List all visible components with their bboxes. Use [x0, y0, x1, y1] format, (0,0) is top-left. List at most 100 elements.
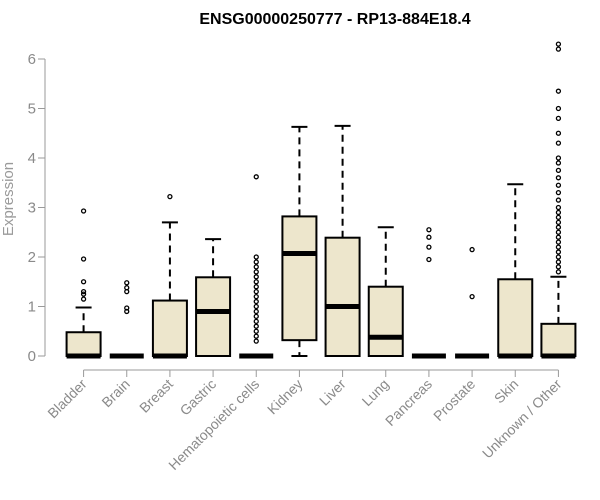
box-5 [239, 174, 274, 359]
outlier-point [555, 105, 562, 112]
outlier-point [555, 140, 562, 146]
x-tick-label: Bladder [44, 376, 90, 422]
outlier-point [253, 308, 259, 315]
outlier-point [80, 208, 87, 214]
outlier-point [253, 264, 259, 270]
outlier-point [426, 244, 432, 250]
box-8 [367, 226, 404, 358]
outlier-point [253, 338, 259, 344]
outlier-point [253, 254, 259, 260]
outlier-point [253, 259, 259, 265]
x-tick-label: Unknown / Other [479, 376, 565, 462]
outlier-point [124, 285, 130, 291]
outlier-point [426, 256, 432, 263]
boxes-group [65, 41, 577, 359]
outlier-point [555, 254, 562, 260]
y-tick-label: 1 [28, 299, 36, 316]
x-tick-label: Liver [316, 376, 349, 409]
outlier-point [555, 155, 562, 161]
outlier-point [555, 269, 562, 275]
outlier-point [253, 318, 259, 325]
outlier-point [555, 167, 562, 174]
y-tick-label: 5 [28, 101, 36, 118]
box-body [497, 278, 534, 357]
outlier-point [253, 303, 259, 310]
box-6 [281, 125, 318, 357]
x-tick-label: Kidney [264, 376, 306, 418]
outlier-point [253, 323, 259, 329]
outlier-point [253, 328, 259, 334]
axes: 0 1 2 3 4 5 6 [28, 51, 559, 377]
outlier-point [80, 288, 87, 295]
outlier-point [555, 88, 562, 94]
box-body [324, 236, 361, 358]
outlier-point [555, 214, 562, 221]
outlier-point [80, 291, 87, 297]
outlier-point [555, 259, 562, 265]
x-tick-label: Prostate [430, 376, 478, 424]
box-4 [195, 238, 232, 358]
outlier-point [426, 227, 432, 233]
y-tick-label: 0 [28, 348, 36, 365]
outlier-point [555, 182, 562, 188]
box-body [281, 215, 318, 342]
y-tick-label: 2 [28, 249, 36, 266]
outlier-point [555, 249, 562, 255]
outlier-point [555, 209, 562, 216]
outlier-point [167, 193, 173, 200]
outlier-point [555, 189, 562, 196]
box-9 [411, 227, 446, 359]
box-body [367, 285, 404, 358]
outlier-point [253, 288, 259, 295]
y-axis-label: Expression [0, 162, 17, 236]
outlier-point [555, 160, 562, 166]
y-tick-label: 3 [28, 200, 36, 217]
box-7 [324, 124, 361, 358]
x-tick-label: Pancreas [382, 376, 435, 429]
box-body [195, 276, 232, 358]
box-body [65, 331, 102, 357]
x-tick-label: Brain [98, 376, 132, 410]
outlier-point [80, 296, 87, 302]
x-tick-label: Skin [491, 376, 522, 407]
chart-title: ENSG00000250777 - RP13-884E18.4 [199, 11, 470, 28]
outlier-point [253, 174, 259, 180]
outlier-point [469, 293, 475, 300]
outlier-point [253, 333, 259, 339]
outlier-point [555, 41, 562, 47]
box-3 [151, 193, 188, 359]
outlier-point [124, 280, 130, 286]
outlier-point [555, 46, 562, 52]
outlier-point [253, 293, 259, 300]
outlier-point [253, 279, 259, 285]
y-tick-label: 4 [28, 150, 36, 167]
x-tick-label: Gastric [177, 376, 220, 419]
box-10 [455, 246, 490, 359]
outlier-point [555, 175, 562, 181]
outlier-point [555, 264, 562, 270]
outlier-point [253, 298, 259, 305]
outlier-point [253, 269, 259, 275]
box-12 [540, 41, 577, 359]
outlier-point [469, 246, 475, 253]
box-body [151, 299, 188, 357]
box-body [540, 322, 577, 358]
outlier-point [555, 130, 562, 136]
outlier-point [80, 279, 87, 285]
outlier-point [555, 229, 562, 235]
outlier-point [426, 234, 432, 240]
x-tick-label: Lung [359, 376, 392, 409]
box-11 [497, 183, 534, 359]
outlier-point [555, 234, 562, 240]
outlier-point [253, 313, 259, 320]
outlier-point [555, 224, 562, 230]
y-tick-label: 6 [28, 51, 36, 68]
outlier-point [555, 219, 562, 226]
outlier-point [253, 284, 259, 290]
outlier-point [253, 274, 259, 280]
outlier-point [555, 239, 562, 245]
box-2 [109, 280, 144, 359]
